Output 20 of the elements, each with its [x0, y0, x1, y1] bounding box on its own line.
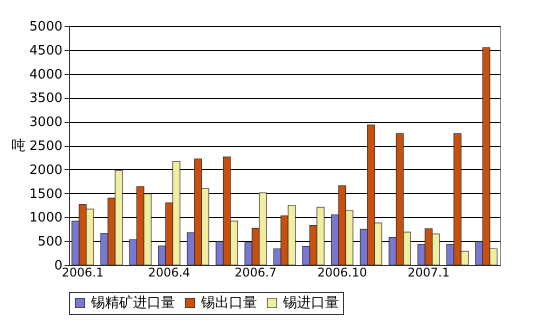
y-tick-label: 2000: [29, 162, 62, 178]
y-tick-label: 1500: [29, 186, 62, 202]
y-tick-label: 500: [38, 234, 62, 250]
x-tick-label: 2006.4: [148, 266, 190, 280]
x-tick-label: 2007.1: [408, 266, 450, 280]
legend-label: 锡出口量: [200, 295, 257, 311]
y-tick-label: 0: [54, 258, 62, 274]
y-tick-label: 1000: [29, 210, 62, 226]
x-tick-label: 2006.7: [234, 266, 277, 280]
y-tick-label: 3000: [29, 115, 62, 130]
legend-label: 锡进口量: [282, 295, 339, 311]
y-tick-label: 4500: [29, 43, 62, 58]
legend-label: 锡精矿进口量: [90, 295, 175, 311]
y-axis-title: 吨: [11, 138, 26, 154]
y-tick-label: 2500: [29, 139, 62, 154]
y-tick-label: 5000: [29, 20, 62, 34]
y-tick-label: 3500: [29, 91, 62, 106]
y-tick-label: 4000: [29, 67, 62, 82]
x-tick-label: 2006.10: [317, 266, 367, 280]
x-tick-label: 2006.1: [62, 266, 104, 280]
